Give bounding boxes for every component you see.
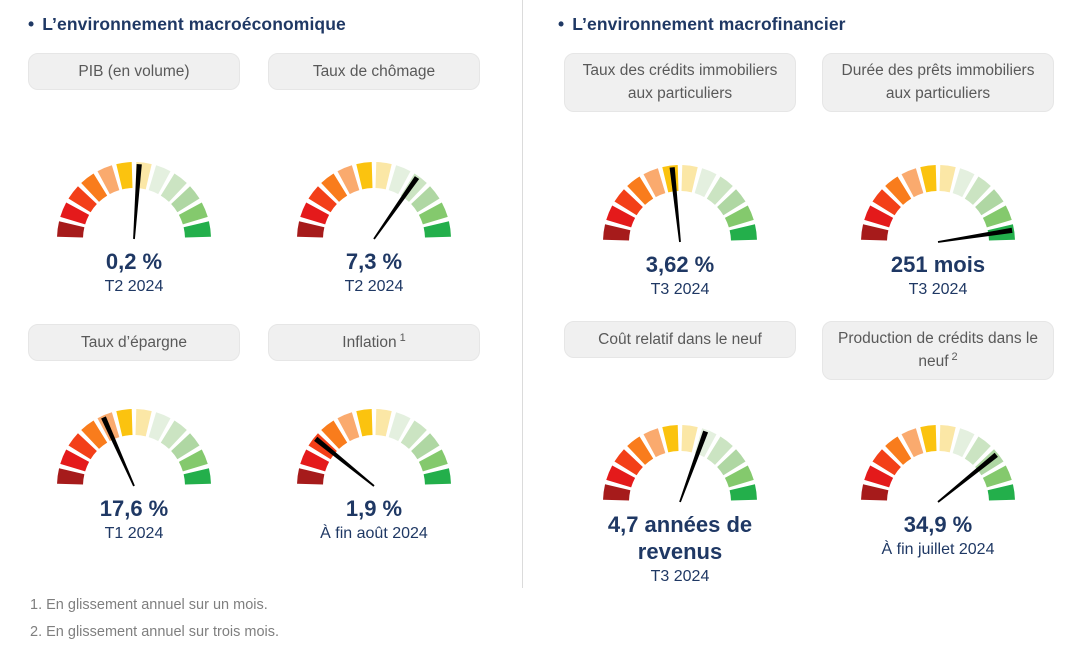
gauge-chart-epargne: [57, 409, 211, 487]
gauge-value: 3,62 %: [645, 252, 715, 277]
gauge-value: 4,7 années de revenus: [607, 512, 753, 564]
gauge-chart-production-credits: [861, 425, 1015, 503]
gauge-value: 0,2 %: [105, 249, 163, 274]
indicator-label-production-credits: Production de crédits dans le neuf 2: [822, 321, 1054, 381]
footnote-ref: 1: [399, 332, 406, 344]
gauge-needle: [314, 436, 375, 487]
gauge-needle: [101, 416, 135, 487]
indicator-label-cout-relatif: Coût relatif dans le neuf: [564, 321, 796, 359]
gauge-period: T3 2024: [650, 568, 710, 585]
gauge-period: T2 2024: [344, 278, 404, 295]
indicator-label-text: PIB (en volume): [78, 63, 190, 81]
label-area: Durée des prêts immobiliers aux particul…: [822, 53, 1054, 138]
label-area: Inflation 1: [268, 324, 480, 382]
indicator-label-duree-prets: Durée des prêts immobiliers aux particul…: [822, 53, 1054, 113]
gauge-needle: [679, 430, 709, 503]
gauge-needle: [669, 167, 681, 243]
gauge-period: T1 2024: [104, 525, 164, 542]
label-area: Taux d’épargne: [28, 324, 240, 382]
gauge-chart-pib: [57, 162, 211, 240]
gauge-chart-chomage: [297, 162, 451, 240]
indicator-label-text: Durée des prêts immobiliers aux particul…: [841, 62, 1035, 103]
footnote-ref: 2: [951, 351, 958, 363]
indicator-label-chomage: Taux de chômage: [268, 53, 480, 91]
gauge-needle: [133, 164, 142, 240]
gauge-row: Coût relatif dans le neuf 4,7 années de …: [556, 321, 1076, 588]
footnote-2: 2. En glissement annuel sur trois mois.: [30, 624, 280, 640]
gauge-card-inflation: Inflation 1 1,9 % À fin août 2024: [268, 324, 480, 545]
indicator-label-epargne: Taux d’épargne: [28, 324, 240, 362]
gauge-card-taux-credits: Taux des crédits immobiliers aux particu…: [564, 53, 796, 301]
indicator-label-text: Taux d’épargne: [81, 334, 187, 352]
label-area: Taux des crédits immobiliers aux particu…: [564, 53, 796, 138]
indicator-label-text: Taux des crédits immobiliers aux particu…: [582, 62, 778, 103]
gauge-needle: [937, 227, 1013, 243]
gauge-row: Taux des crédits immobiliers aux particu…: [556, 53, 1076, 301]
section-macroeconomique: • L’environnement macroéconomique PIB (en…: [26, 14, 504, 545]
gauge-period: À fin août 2024: [320, 525, 428, 542]
gauge-chart-taux-credits: [603, 165, 757, 243]
bullet-icon: •: [28, 14, 35, 34]
gauge-value: 34,9 %: [903, 512, 973, 537]
gauge-card-production-credits: Production de crédits dans le neuf 2 34,9…: [822, 321, 1054, 588]
gauge-period: T3 2024: [650, 281, 710, 298]
gauge-value: 17,6 %: [99, 496, 169, 521]
gauge-chart-duree-prets: [861, 165, 1015, 243]
gauge-period: T2 2024: [104, 278, 164, 295]
gauge-period: À fin juillet 2024: [881, 541, 995, 558]
section-title-text: L’environnement macrofinancier: [572, 14, 846, 34]
gauge-card-chomage: Taux de chômage 7,3 % T2 2024: [268, 53, 480, 298]
label-area: Taux de chômage: [268, 53, 480, 135]
section-title-macrofinancier: • L’environnement macrofinancier: [558, 14, 1076, 35]
section-macrofinancier: • L’environnement macrofinancier Taux des…: [556, 14, 1076, 588]
label-area: Coût relatif dans le neuf: [564, 321, 796, 398]
gauge-card-duree-prets: Durée des prêts immobiliers aux particul…: [822, 53, 1054, 301]
gauge-card-pib: PIB (en volume) 0,2 % T2 2024: [28, 53, 240, 298]
gauge-needle: [373, 176, 420, 240]
indicator-label-text: Coût relatif dans le neuf: [598, 331, 762, 349]
vertical-divider: [522, 0, 523, 588]
footnotes: 1. En glissement annuel sur un mois. 2. …: [30, 592, 279, 646]
indicator-label-text: Inflation: [342, 334, 397, 352]
gauge-chart-cout-relatif: [603, 425, 757, 503]
gauge-value: 7,3 %: [345, 249, 403, 274]
gauge-row: PIB (en volume) 0,2 % T2 2024 Taux de ch…: [26, 53, 504, 298]
bullet-icon: •: [558, 14, 565, 34]
gauge-period: T3 2024: [908, 281, 968, 298]
section-title-text: L’environnement macroéconomique: [42, 14, 346, 34]
gauge-needle: [937, 452, 998, 503]
label-area: Production de crédits dans le neuf 2: [822, 321, 1054, 398]
gauge-row: Taux d’épargne 17,6 % T1 2024 Inflation 1…: [26, 324, 504, 545]
indicator-label-inflation: Inflation 1: [268, 324, 480, 362]
indicator-label-taux-credits: Taux des crédits immobiliers aux particu…: [564, 53, 796, 113]
indicator-label-text: Taux de chômage: [312, 63, 436, 81]
gauge-card-epargne: Taux d’épargne 17,6 % T1 2024: [28, 324, 240, 545]
label-area: PIB (en volume): [28, 53, 240, 135]
gauge-value: 251 mois: [890, 252, 986, 277]
gauge-chart-inflation: [297, 409, 451, 487]
gauge-card-cout-relatif: Coût relatif dans le neuf 4,7 années de …: [564, 321, 796, 588]
indicator-label-pib: PIB (en volume): [28, 53, 240, 91]
gauge-value: 1,9 %: [345, 496, 403, 521]
section-title-macroeconomique: • L’environnement macroéconomique: [28, 14, 504, 35]
indicator-label-text: Production de crédits dans le neuf: [838, 330, 1038, 371]
footnote-1: 1. En glissement annuel sur un mois.: [30, 597, 268, 613]
